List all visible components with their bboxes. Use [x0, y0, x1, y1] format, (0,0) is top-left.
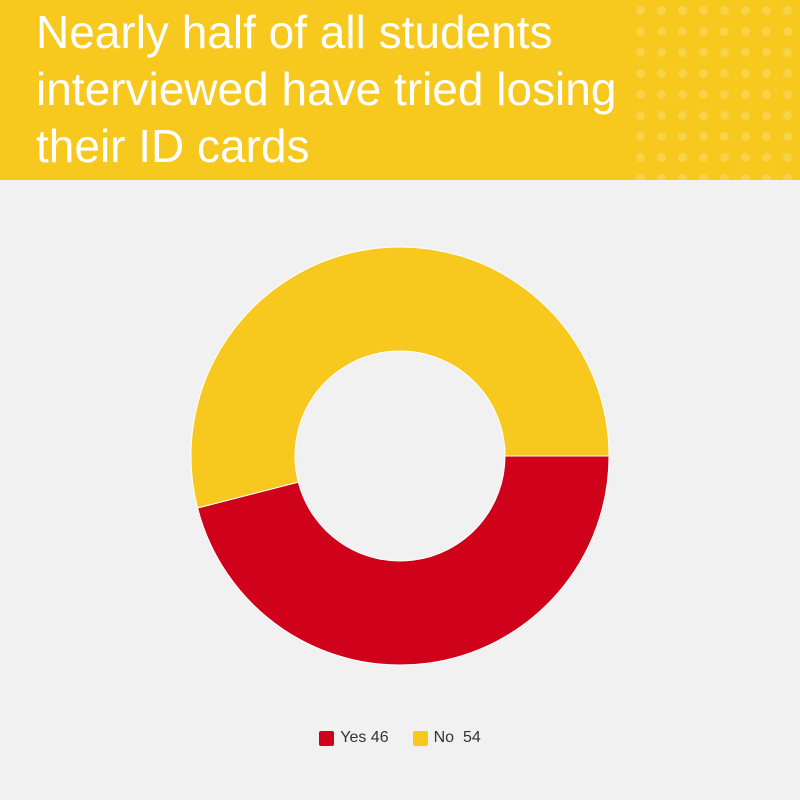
dot-pattern-decoration: [630, 0, 800, 180]
legend-item-yes[interactable]: Yes 46: [319, 729, 389, 747]
donut-chart: [190, 246, 610, 666]
legend-label-no: No 54: [433, 729, 481, 746]
page-title: Nearly half of all students interviewed …: [36, 6, 617, 172]
donut-slice-no[interactable]: [190, 246, 610, 509]
donut-slice-yes[interactable]: [196, 455, 610, 666]
legend-item-no[interactable]: No 54: [412, 729, 481, 747]
legend-swatch-yes: [319, 730, 335, 746]
legend-label-yes: Yes 46: [340, 729, 389, 746]
header-banner: Nearly half of all students interviewed …: [0, 0, 800, 180]
chart-legend: Yes 46 No 54: [0, 729, 800, 747]
legend-swatch-no: [412, 730, 428, 746]
